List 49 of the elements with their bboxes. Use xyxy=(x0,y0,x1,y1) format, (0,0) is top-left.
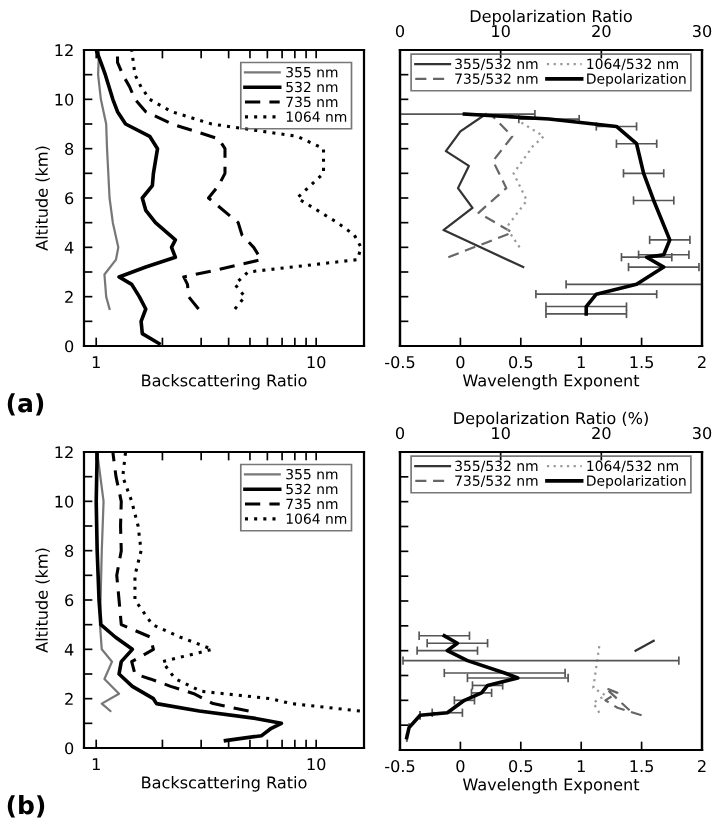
x-axis-title: Backscattering Ratio xyxy=(142,374,307,390)
y-tick-label: 6 xyxy=(65,192,74,205)
y-tick-label: 6 xyxy=(65,594,74,607)
y-tick-label: 4 xyxy=(64,241,74,254)
x-tick-label: 0 xyxy=(456,760,465,773)
text: (a) xyxy=(7,393,44,416)
x-tick-label: 1 xyxy=(577,356,585,368)
x-axis-title: Backscattering Ratio xyxy=(142,776,307,792)
y-tick-label: 2 xyxy=(65,692,73,705)
x-tick-label: 1 xyxy=(92,356,100,368)
x2-tick-label: 0 xyxy=(395,426,405,440)
y-tick-label: 8 xyxy=(65,544,74,558)
text: (b) xyxy=(7,795,45,818)
y-axis-title: Altitude (km) xyxy=(35,146,50,251)
x2-tick-label: 30 xyxy=(692,24,712,38)
x-tick-label: 2 xyxy=(698,356,706,368)
y-tick-label: 12 xyxy=(55,44,73,57)
y-tick-label: 0 xyxy=(65,340,74,353)
x-tick-label: 1 xyxy=(92,758,100,770)
x-tick-label: -0.5 xyxy=(385,760,415,773)
y-tick-label: 0 xyxy=(65,742,74,755)
y-tick-label: 10 xyxy=(55,93,74,106)
x-tick-label: 0.5 xyxy=(509,356,533,369)
y-tick-label: 2 xyxy=(65,290,73,303)
x-axis-title: Wavelength Exponent xyxy=(462,374,640,390)
y-tick-label: 8 xyxy=(65,142,74,156)
x-tick-label: -0.5 xyxy=(385,356,415,369)
x2-tick-label: 10 xyxy=(492,24,510,38)
x2-axis-title: Depolarization Ratio xyxy=(470,9,632,26)
y-tick-label: 4 xyxy=(64,643,74,656)
x-tick-label: 1.5 xyxy=(630,760,653,773)
y-tick-label: 10 xyxy=(55,495,74,508)
y-tick-label: 12 xyxy=(55,446,73,459)
x-tick-label: 10 xyxy=(307,356,326,369)
x2-tick-label: 10 xyxy=(492,426,510,440)
x-axis-title: Wavelength Exponent xyxy=(462,778,640,794)
x2-tick-label: 20 xyxy=(592,426,611,440)
x-tick-label: 1.5 xyxy=(630,356,653,369)
x-tick-label: 10 xyxy=(307,758,326,771)
x2-axis-title: Depolarization Ratio (%) xyxy=(454,411,648,428)
x-tick-label: 1 xyxy=(577,760,585,772)
x2-tick-label: 20 xyxy=(592,24,611,38)
line-series xyxy=(96,50,120,311)
x-tick-label: 0.5 xyxy=(509,760,533,773)
x-tick-label: 2 xyxy=(698,760,706,772)
x2-tick-label: 0 xyxy=(395,24,405,38)
x2-tick-label: 30 xyxy=(692,426,712,440)
x-tick-label: 0 xyxy=(456,356,465,369)
y-axis-title: Altitude (km) xyxy=(35,548,50,653)
